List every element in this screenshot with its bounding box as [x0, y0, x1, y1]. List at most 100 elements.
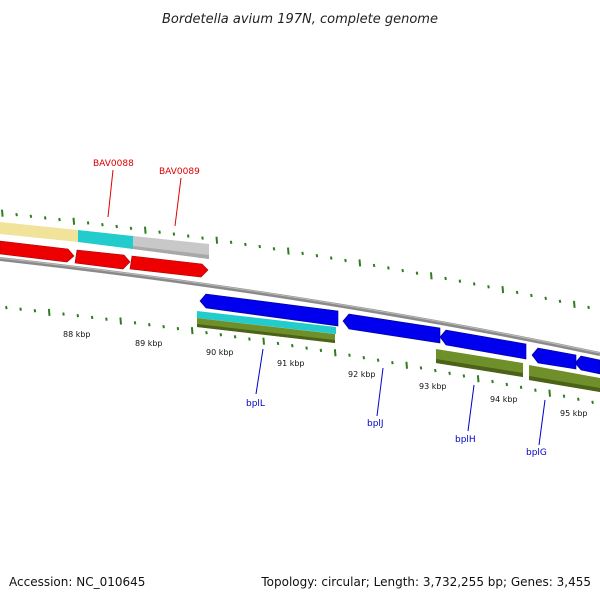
outer-tick-major	[144, 226, 147, 234]
scale-labels: 88 kbp 89 kbp 90 kbp 91 kbp 92 kbp 93 kb…	[63, 330, 588, 418]
cds-arrow-bav0088[interactable]	[0, 240, 75, 263]
inner-tick-minor	[76, 314, 80, 318]
upper-cds-track	[0, 240, 209, 278]
inner-tick-minor	[233, 335, 237, 339]
leader-bav0088	[107, 169, 114, 218]
inner-tick-minor	[577, 397, 580, 401]
gene-label-bplH[interactable]: bplH	[455, 435, 476, 445]
outer-tick-minor	[158, 230, 161, 234]
inner-tick-major	[333, 349, 337, 357]
inner-tick-minor	[105, 317, 108, 321]
inner-tick-minor	[391, 360, 394, 365]
outer-tick-minor	[272, 247, 276, 251]
outer-tick-minor	[401, 268, 404, 273]
cds-arrow-bplG[interactable]	[574, 355, 600, 375]
inner-tick-minor	[33, 309, 37, 313]
cds-arrow-red-2[interactable]	[74, 249, 131, 270]
leader-bplL	[255, 348, 264, 395]
feature-cyan[interactable]	[78, 230, 133, 249]
outer-tick-minor	[186, 234, 190, 238]
outer-tick-minor	[43, 216, 47, 220]
inner-tick-minor	[419, 366, 423, 370]
outer-tick-minor	[58, 217, 61, 222]
inner-tick-minor	[362, 355, 366, 360]
inner-tick-minor	[19, 307, 22, 311]
outer-tick-minor	[172, 232, 176, 236]
feature-gray-shade	[133, 246, 209, 259]
inner-tick-major	[47, 308, 51, 316]
outer-tick-minor	[372, 263, 376, 268]
outer-tick-minor	[387, 266, 390, 270]
genome-summary-text: Topology: circular; Length: 3,732,255 bp…	[260, 575, 591, 589]
feature-yellow[interactable]	[0, 222, 78, 242]
gene-label-bav0088[interactable]: BAV0088	[93, 159, 134, 169]
gene-label-bplL[interactable]: bplL	[246, 399, 265, 409]
cds-arrow-bplJ[interactable]	[342, 313, 441, 344]
inner-tick-minor	[319, 348, 323, 353]
outer-tick-minor	[101, 223, 104, 227]
inner-tick-minor	[376, 358, 380, 362]
cds-arrow-bplI[interactable]	[439, 329, 527, 360]
outer-tick-minor	[587, 305, 590, 310]
scale-label-93: 93 kbp	[419, 382, 447, 391]
scale-label-89: 89 kbp	[135, 339, 163, 348]
feature-cyan-lower[interactable]	[197, 311, 336, 334]
inner-tick-minor	[90, 315, 94, 320]
genome-backbone	[0, 257, 600, 356]
outer-tick-major	[287, 247, 290, 255]
lower-gene-labels: bplL bplJ bplH bplG	[246, 348, 547, 458]
inner-tick-minor	[462, 374, 466, 378]
outer-tick-major	[573, 300, 576, 308]
leader-bplJ	[376, 367, 384, 417]
inner-tick-minor	[505, 382, 509, 387]
outer-tick-minor	[329, 256, 333, 260]
outer-tick-minor	[415, 271, 419, 275]
inner-tick-minor	[491, 379, 494, 384]
lower-cds-track	[199, 293, 600, 375]
gene-label-bplJ[interactable]: bplJ	[367, 419, 384, 429]
scale-label-92: 92 kbp	[348, 370, 376, 379]
inner-tick-major	[405, 361, 408, 369]
inner-tick-minor	[348, 353, 351, 357]
upper-feature-track	[0, 222, 209, 259]
inner-tick-minor	[248, 337, 251, 341]
outer-tick-major	[358, 259, 362, 267]
outer-tick-minor	[229, 240, 233, 244]
genome-backbone-highlight	[0, 257, 600, 354]
cds-arrow-bav0089[interactable]	[129, 255, 209, 278]
inner-tick-minor	[133, 321, 137, 325]
accession-text: Accession: NC_010645	[9, 575, 145, 589]
inner-tick-minor	[62, 312, 65, 316]
outer-tick-minor	[129, 226, 133, 231]
outer-tick-major	[430, 272, 433, 280]
cds-arrow-bplH[interactable]	[531, 347, 577, 370]
feature-olive-1-shade	[197, 324, 335, 343]
inner-tick-minor	[305, 346, 308, 350]
outer-tick-minor	[201, 236, 204, 240]
outer-tick-minor	[258, 244, 261, 249]
gene-label-bplG[interactable]: bplG	[526, 448, 547, 458]
inner-tick-marks	[5, 305, 594, 405]
inner-tick-minor	[562, 394, 566, 398]
feature-olive-3-shade	[529, 376, 600, 392]
outer-tick-minor	[558, 299, 562, 304]
map-title: Bordetella avium 197N, complete genome	[162, 12, 438, 27]
inner-tick-minor	[162, 324, 165, 329]
outer-tick-minor	[29, 214, 33, 218]
inner-tick-minor	[534, 388, 537, 392]
inner-tick-minor	[519, 385, 523, 389]
inner-tick-minor	[5, 305, 8, 310]
outer-tick-minor	[86, 221, 90, 225]
inner-tick-major	[262, 337, 265, 345]
gene-label-bav0089[interactable]: BAV0089	[159, 167, 200, 177]
outer-tick-minor	[115, 224, 118, 229]
lower-feature-track	[197, 311, 600, 392]
inner-tick-minor	[434, 368, 437, 373]
outer-tick-minor	[444, 276, 447, 281]
outer-tick-minor	[344, 258, 347, 263]
cds-arrow-bplL[interactable]	[199, 293, 339, 327]
outer-tick-minor	[244, 242, 247, 247]
inner-tick-major	[476, 375, 480, 383]
outer-tick-minor	[315, 254, 319, 258]
